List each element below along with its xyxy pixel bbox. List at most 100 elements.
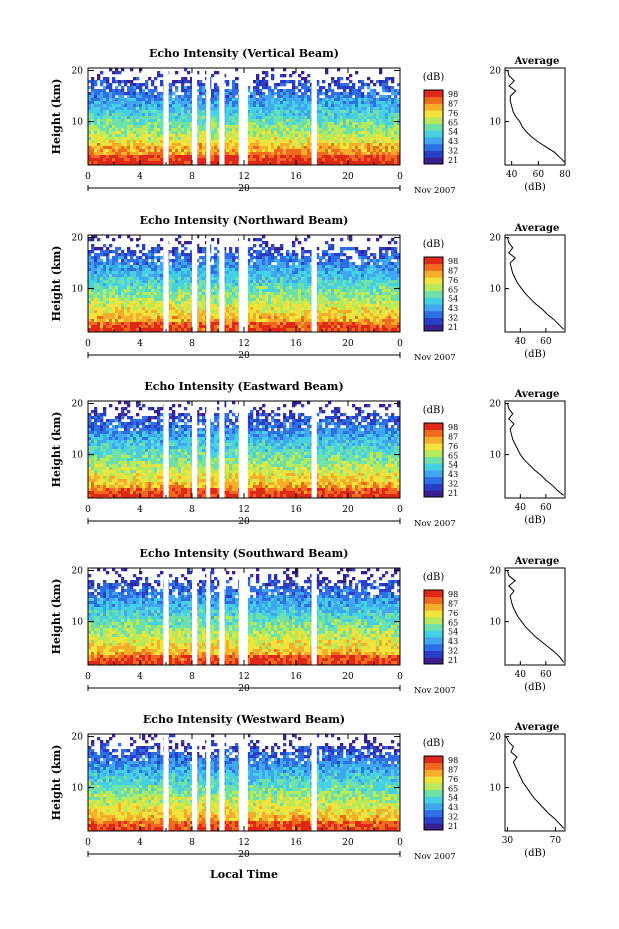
x-tick-label: 20 (342, 838, 354, 848)
profile-x-tick-label: 60 (540, 337, 552, 347)
data-gap-3 (219, 235, 225, 332)
colorbar-tick-label: 76 (448, 276, 458, 285)
x-tick-label: 0 (397, 172, 403, 182)
colorbar-segment (424, 650, 443, 658)
profile-line (505, 736, 565, 829)
colorbar-tick-label: 21 (448, 656, 458, 665)
profile-x-tick-label: 80 (559, 170, 571, 180)
data-gap-2 (206, 734, 211, 831)
x-tick-label: 12 (238, 838, 249, 848)
data-gap-0 (163, 734, 169, 831)
colorbar-segment (424, 463, 443, 471)
profile-x-axis-label: (dB) (524, 515, 546, 526)
y-tick-label: 20 (72, 234, 84, 244)
x-tick-label: 8 (189, 172, 195, 182)
colorbar-segment (424, 263, 443, 271)
x-tick-label: 8 (189, 505, 195, 515)
panel-3: Echo Intensity (Southward Beam) Height (k… (50, 547, 566, 696)
panel-title: Echo Intensity (Westward Beam) (143, 713, 345, 726)
profile-x-tick-label: 60 (540, 670, 552, 680)
date-label: Nov 2007 (414, 186, 456, 196)
colorbar-segment (424, 809, 443, 817)
colorbar-label: (dB) (423, 239, 445, 250)
profile-y-tick-label: 20 (490, 400, 502, 410)
profile-frame (504, 67, 566, 166)
data-gap-3 (219, 734, 225, 831)
panel-title: Echo Intensity (Eastward Beam) (144, 380, 343, 393)
profile-x-tick-label: 30 (502, 836, 514, 846)
profile-y-tick-label: 20 (490, 234, 502, 244)
profile-x-tick-label: 40 (515, 670, 527, 680)
profile-y-tick-label: 10 (490, 451, 502, 461)
colorbar-segment (424, 157, 443, 165)
panel-4: Echo Intensity (Westward Beam) Height (km… (50, 713, 566, 862)
colorbar-tick-label: 87 (448, 99, 458, 108)
heatmap-field (88, 235, 400, 332)
day-label: 20 (238, 684, 250, 694)
colorbar-segment (424, 630, 443, 638)
y-tick-label: 10 (72, 118, 84, 128)
x-tick-label: 16 (290, 339, 302, 349)
profile-frame (504, 567, 566, 666)
data-gap-1 (192, 734, 198, 831)
average-profile: Average 10 20 40 60 (dB) (490, 223, 566, 360)
colorbar-tick-label: 21 (448, 489, 458, 498)
date-label: Nov 2007 (414, 353, 456, 363)
x-tick-label: 0 (85, 672, 91, 682)
colorbar-tick-label: 65 (448, 784, 458, 793)
panel-title: Echo Intensity (Southward Beam) (140, 547, 349, 560)
colorbar-tick-label: 87 (448, 266, 458, 275)
data-gap-5 (311, 68, 317, 165)
colorbar-segment (424, 283, 443, 292)
x-tick-label: 4 (137, 505, 143, 515)
colorbar-tick-label: 76 (448, 609, 458, 618)
colorbar-segment (424, 110, 443, 118)
y-tick-label: 10 (72, 285, 84, 295)
data-gap-0 (163, 235, 169, 332)
y-tick-label: 20 (72, 400, 84, 410)
colorbar-tick-label: 65 (448, 618, 458, 627)
x-tick-label: 0 (85, 838, 91, 848)
day-label: 20 (238, 850, 250, 860)
colorbar-frame (423, 422, 444, 498)
y-tick-label: 20 (72, 567, 84, 577)
height-axis-label: Height (km) (50, 412, 63, 488)
colorbar-tick-label: 32 (448, 314, 458, 323)
colorbar-segment (424, 643, 443, 651)
colorbar-tick-label: 43 (448, 803, 458, 812)
colorbar-segment (424, 456, 443, 464)
colorbar-tick-label: 21 (448, 323, 458, 332)
profile-y-tick-label: 20 (490, 733, 502, 743)
data-gap-4 (238, 235, 248, 332)
x-tick-label: 12 (238, 172, 249, 182)
panel-0: Echo Intensity (Vertical Beam) Height (km… (50, 47, 571, 196)
data-gap-5 (311, 401, 317, 498)
height-axis-label: Height (km) (50, 579, 63, 655)
colorbar-segment (424, 756, 443, 764)
y-tick-label: 10 (72, 451, 84, 461)
x-tick-label: 0 (85, 172, 91, 182)
profile-y-tick-label: 10 (490, 618, 502, 628)
colorbar-segment (424, 277, 443, 285)
colorbar-segment (424, 603, 443, 611)
colorbar-label: (dB) (423, 405, 445, 416)
colorbar-segment (424, 823, 443, 831)
profile-title: Average (514, 389, 560, 400)
height-axis-label: Height (km) (50, 79, 63, 155)
panels: Echo Intensity (Vertical Beam) Height (km… (50, 47, 571, 862)
data-gap-2 (206, 235, 211, 332)
colorbar-frame (423, 89, 444, 165)
colorbar-tick-label: 76 (448, 109, 458, 118)
x-tick-label: 12 (238, 672, 249, 682)
colorbar-tick-label: 98 (448, 423, 458, 432)
colorbar-segment (424, 776, 443, 784)
data-gap-4 (238, 734, 248, 831)
data-gap-1 (192, 568, 198, 665)
height-axis-label: Height (km) (50, 246, 63, 322)
colorbar-segment (424, 470, 443, 478)
colorbar-segment (424, 304, 443, 312)
